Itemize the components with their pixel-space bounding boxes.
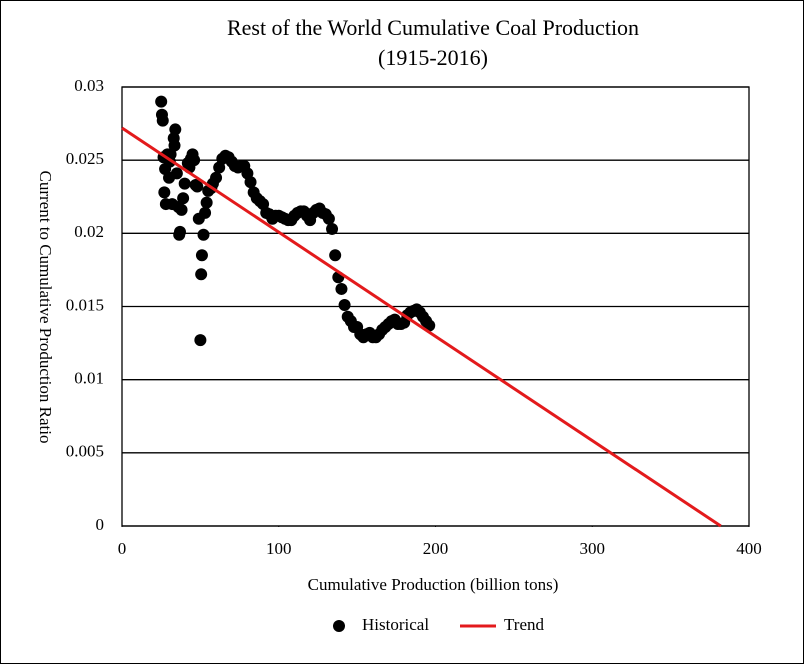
data-point [329,249,342,262]
legend-label: Trend [504,615,544,634]
data-point [177,192,190,205]
y-tick-label: 0.005 [66,442,104,461]
y-tick-label: 0.02 [74,222,104,241]
trend-line [121,126,722,528]
x-tick-label: 100 [266,539,292,558]
data-point [156,114,169,127]
data-point [155,95,168,108]
legend-label: Historical [362,615,429,634]
y-tick-label: 0.01 [74,369,104,388]
data-point [326,222,339,235]
plot-border [121,86,750,527]
data-point [210,171,223,184]
y-tick-label: 0.025 [66,149,104,168]
data-point [173,225,186,238]
legend-marker [333,620,345,632]
chart-subtitle: (1915-2016) [378,45,488,70]
data-point [191,180,204,193]
data-point [175,203,188,216]
data-point [199,206,212,219]
x-tick-label: 300 [580,539,606,558]
data-point [158,186,171,199]
data-point [197,228,210,241]
y-tick-label: 0 [96,515,105,534]
x-axis-label: Cumulative Production (billion tons) [308,575,559,594]
y-tick-label: 0.03 [74,76,104,95]
data-point [338,299,351,312]
data-point [195,249,208,262]
x-tick-label: 200 [423,539,449,558]
data-point [322,212,335,225]
data-point [188,154,201,167]
data-point [335,282,348,295]
data-point [194,334,207,347]
y-axis-label: Current to Cumulative Production Ratio [36,171,55,444]
x-tick-label: 400 [736,539,762,558]
data-point [169,123,182,136]
x-tick-label: 0 [118,539,127,558]
y-tick-label: 0.015 [66,295,104,314]
data-point [170,167,183,180]
data-point [178,177,191,190]
chart-title: Rest of the World Cumulative Coal Produc… [227,15,639,40]
data-point [168,139,181,152]
data-point [200,196,213,209]
data-point [244,176,257,189]
data-point [195,268,208,281]
